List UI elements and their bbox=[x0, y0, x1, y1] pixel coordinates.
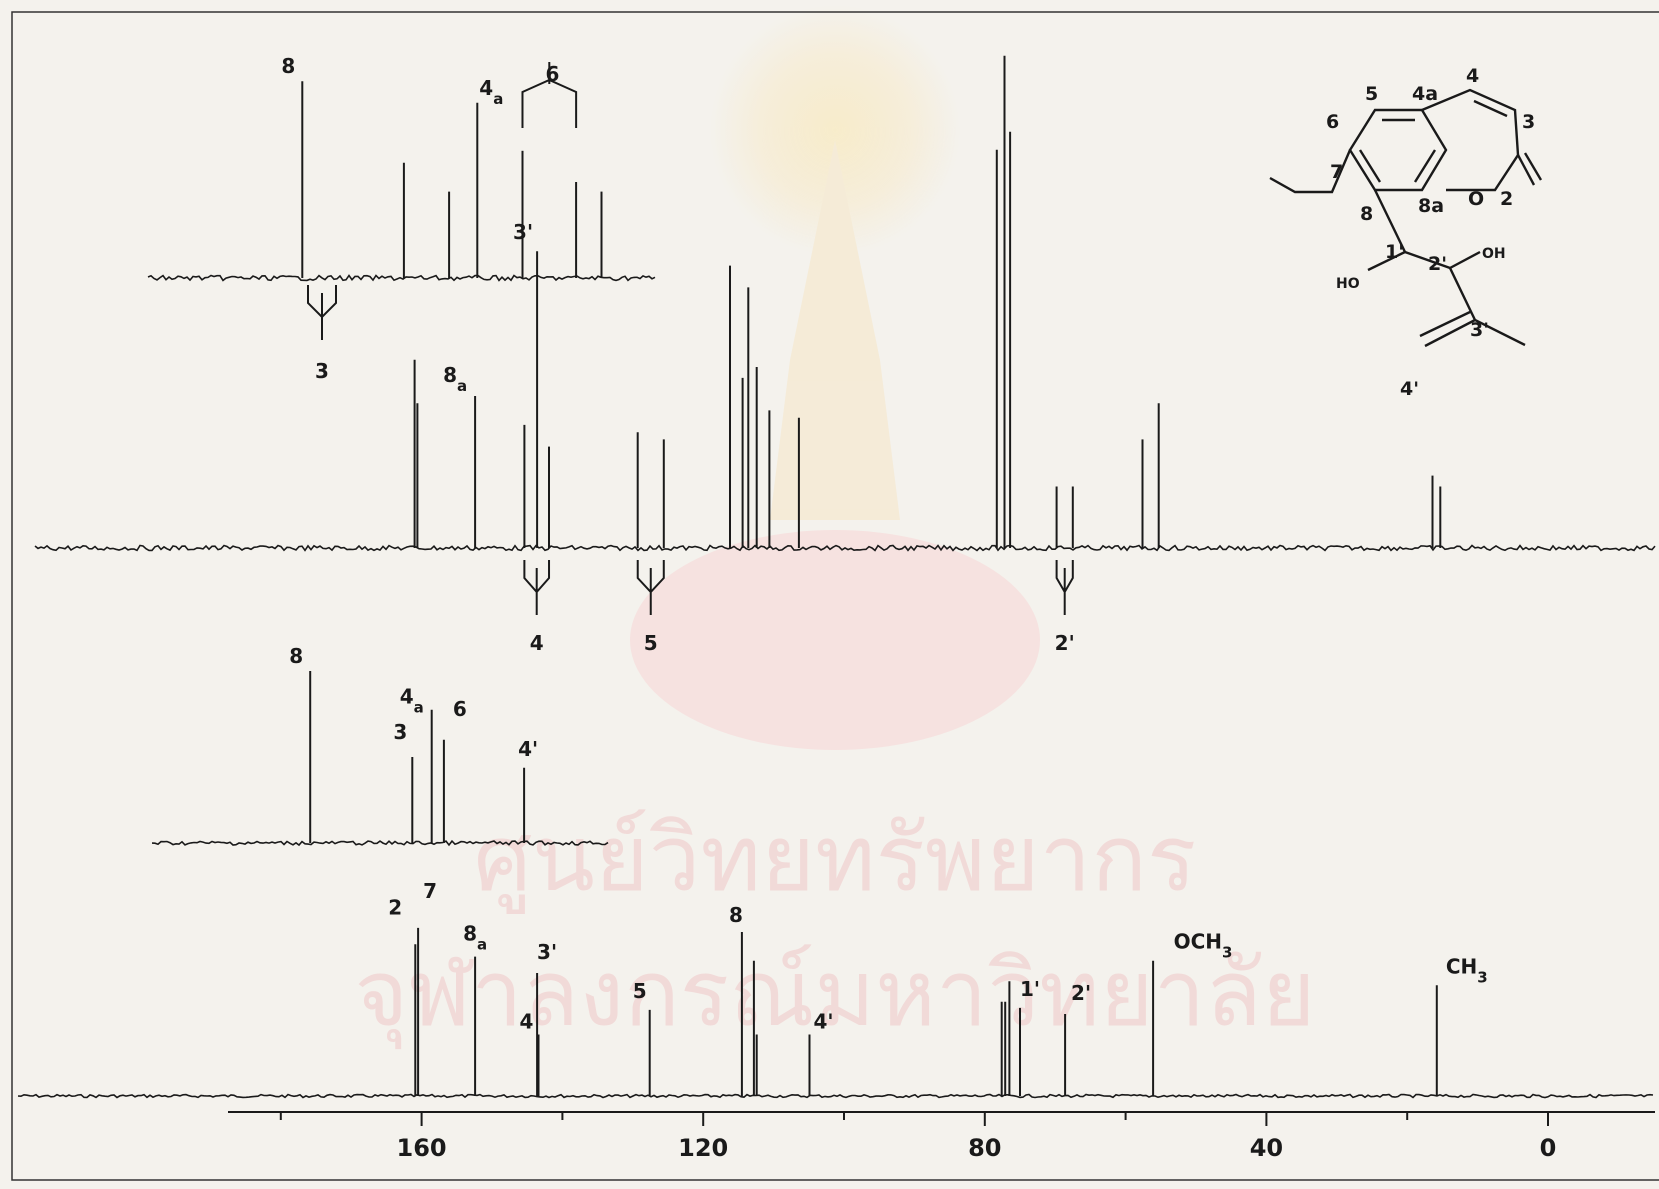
inset-multiplet-fork bbox=[307, 285, 337, 340]
figure-frame bbox=[11, 11, 1659, 1181]
atom-7: 7 bbox=[1330, 161, 1343, 183]
expansion-decoupled-label-3: 6 bbox=[453, 697, 467, 721]
atom-8a: 8a bbox=[1418, 195, 1444, 217]
watermark-line-2: จุฬาลงกรณ์มหาวิทยาลัย bbox=[354, 940, 1315, 1050]
c3-c4-prime-bond-a bbox=[1424, 318, 1476, 348]
expansion-decoupled-baseline bbox=[151, 839, 609, 847]
decoupled-label-14: 2' bbox=[1071, 981, 1091, 1005]
spectral-peaks bbox=[301, 55, 1442, 1096]
emblem-glow bbox=[710, 5, 960, 255]
aromatic-bond-3 bbox=[1413, 149, 1437, 183]
x-tick-label-2: 80 bbox=[968, 1134, 1001, 1162]
atom-3: 3 bbox=[1522, 111, 1535, 133]
watermark-emblem: ศูนย์วิทยทรัพยากร จุฬาลงกรณ์มหาวิทยาลัย bbox=[354, 5, 1316, 1050]
x-tick-label-1: 120 bbox=[678, 1134, 728, 1162]
atom-3-prime: 3' bbox=[1470, 319, 1489, 341]
decoupled-label-16: CH3 bbox=[1446, 954, 1488, 986]
multiplicity-brackets bbox=[307, 62, 1074, 615]
emblem-base bbox=[630, 530, 1040, 750]
x-tick-label-0: 160 bbox=[397, 1134, 447, 1162]
x-axis: 160 120 80 40 0 bbox=[228, 1111, 1655, 1162]
off-resonance-label-2: 8a bbox=[443, 363, 467, 395]
decoupled-label-3: 3' bbox=[537, 940, 557, 964]
multiplet-fork-0 bbox=[523, 560, 551, 615]
atom-2: 2 bbox=[1500, 188, 1513, 210]
atom-4: 4 bbox=[1466, 65, 1479, 87]
atom-4-prime: 4' bbox=[1400, 378, 1419, 400]
structure-labels: 5 4a 4 6 3 7 8 8a 2 O 1' 2' OH HO 3' 4' bbox=[1326, 65, 1535, 400]
methoxy-group bbox=[1269, 149, 1352, 194]
atom-OH: OH bbox=[1482, 246, 1506, 262]
x-tick-label-3: 40 bbox=[1250, 1134, 1283, 1162]
spectral-traces bbox=[17, 274, 1656, 1099]
expansion-decoupled-label-1: 3 bbox=[393, 720, 407, 744]
pyranone-ring bbox=[1421, 88, 1520, 192]
benzene-ring bbox=[1348, 108, 1448, 192]
multiplet-fork-1 bbox=[636, 560, 665, 615]
expansion-decoupled-label-0: 8 bbox=[289, 644, 303, 668]
atom-HO: HO bbox=[1336, 276, 1360, 292]
decoupled-label-9: 4' bbox=[813, 1010, 833, 1034]
atom-2-prime: 2' bbox=[1428, 253, 1447, 275]
multiplet-label-1: 5 bbox=[644, 631, 658, 655]
inset-multiplet-label: 3 bbox=[315, 359, 329, 383]
multiplet-label-2: 2' bbox=[1055, 631, 1075, 655]
emblem-spire bbox=[770, 140, 900, 520]
expansion-off-resonance-label-3: 4a bbox=[479, 76, 503, 108]
aromatic-bond-2 bbox=[1358, 149, 1382, 183]
c1-oh-bond bbox=[1367, 250, 1406, 272]
c3-c4-prime-bond-b bbox=[1419, 310, 1471, 338]
decoupled-label-4: 4 bbox=[520, 1010, 534, 1034]
x-tick-label-4: 0 bbox=[1540, 1134, 1557, 1162]
atom-8: 8 bbox=[1360, 203, 1373, 225]
decoupled-label-5: 5 bbox=[633, 979, 647, 1003]
decoupled-label-6: 8 bbox=[729, 903, 743, 927]
inset-doublet-bracket bbox=[521, 62, 578, 128]
multiplet-label-0: 4 bbox=[530, 631, 544, 655]
c2-oh-bond bbox=[1449, 250, 1481, 270]
decoupled-label-13: 1' bbox=[1020, 977, 1040, 1001]
expansion-decoupled-label-4: 4' bbox=[518, 737, 538, 761]
atom-1-prime: 1' bbox=[1385, 241, 1404, 263]
watermark-line-1: ศูนย์วิทยทรัพยากร bbox=[474, 805, 1197, 914]
chemical-structure bbox=[1269, 88, 1543, 348]
off-resonance-baseline bbox=[34, 544, 1656, 552]
expansion-off-resonance-label-0: 8 bbox=[281, 54, 295, 78]
expansion-off-resonance-baseline bbox=[147, 274, 656, 282]
expansion-decoupled-label-2: 4a bbox=[400, 685, 424, 717]
atom-5: 5 bbox=[1365, 83, 1378, 105]
atom-O-ring: O bbox=[1468, 188, 1484, 210]
atom-4a: 4a bbox=[1412, 83, 1438, 105]
atom-6: 6 bbox=[1326, 111, 1339, 133]
off-resonance-label-4: 3' bbox=[513, 220, 533, 244]
multiplet-fork-2 bbox=[1055, 560, 1074, 615]
carbonyl-bond-2 bbox=[1523, 152, 1543, 181]
decoupled-baseline bbox=[17, 1093, 1654, 1099]
decoupled-label-0: 2 bbox=[388, 895, 402, 919]
carbonyl-bond-1 bbox=[1516, 154, 1536, 186]
decoupled-label-1: 7 bbox=[423, 879, 437, 903]
c3-c4-double-bond bbox=[1473, 99, 1508, 118]
